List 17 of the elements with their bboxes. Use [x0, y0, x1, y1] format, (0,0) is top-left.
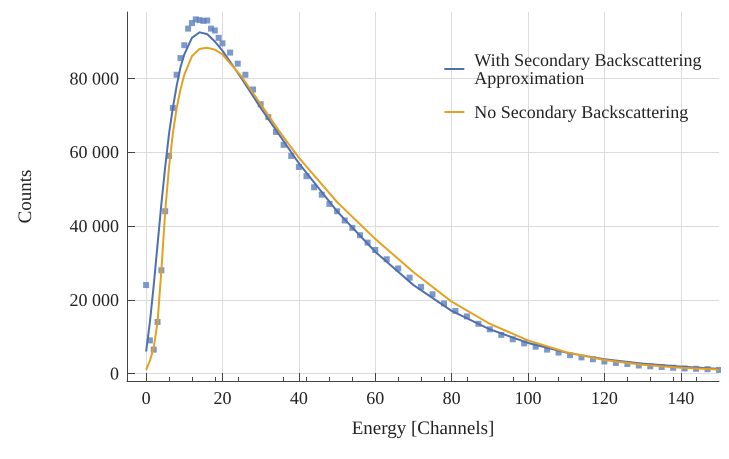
x-tick-label: 100 [514, 388, 542, 408]
x-tick-label: 80 [442, 388, 461, 408]
x-tick-label: 120 [590, 388, 618, 408]
x-tick-label: 40 [290, 388, 308, 408]
legend-label: With Secondary Backscattering Approximation [474, 50, 706, 88]
y-tick-label: 80 000 [70, 68, 119, 88]
x-tick-label: 0 [142, 388, 151, 408]
y-tick-label: 40 000 [70, 216, 119, 236]
y-tick-label: 0 [110, 364, 119, 384]
legend-label: No Secondary Backscattering [474, 102, 688, 122]
x-tick-label: 140 [667, 388, 694, 408]
y-axis-title: Counts [15, 170, 36, 224]
y-tick-label: 20 000 [70, 290, 119, 310]
x-tick-label: 20 [213, 388, 232, 408]
x-axis-title: Energy [Channels] [352, 418, 494, 439]
x-tick-label: 60 [366, 388, 384, 408]
y-tick-label: 60 000 [70, 142, 119, 162]
